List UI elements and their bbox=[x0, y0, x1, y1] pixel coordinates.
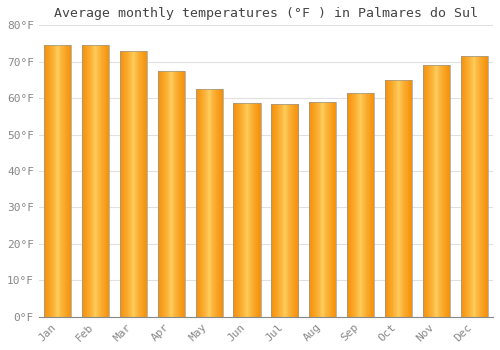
Bar bbox=[82, 45, 109, 317]
Bar bbox=[158, 71, 185, 317]
Bar bbox=[347, 93, 374, 317]
Bar bbox=[385, 80, 412, 317]
Bar bbox=[196, 89, 223, 317]
Bar bbox=[422, 65, 450, 317]
Bar bbox=[271, 104, 298, 317]
Bar bbox=[234, 103, 260, 317]
Title: Average monthly temperatures (°F ) in Palmares do Sul: Average monthly temperatures (°F ) in Pa… bbox=[54, 7, 478, 20]
Bar bbox=[309, 102, 336, 317]
Bar bbox=[120, 51, 147, 317]
Bar bbox=[460, 56, 488, 317]
Bar bbox=[44, 45, 72, 317]
